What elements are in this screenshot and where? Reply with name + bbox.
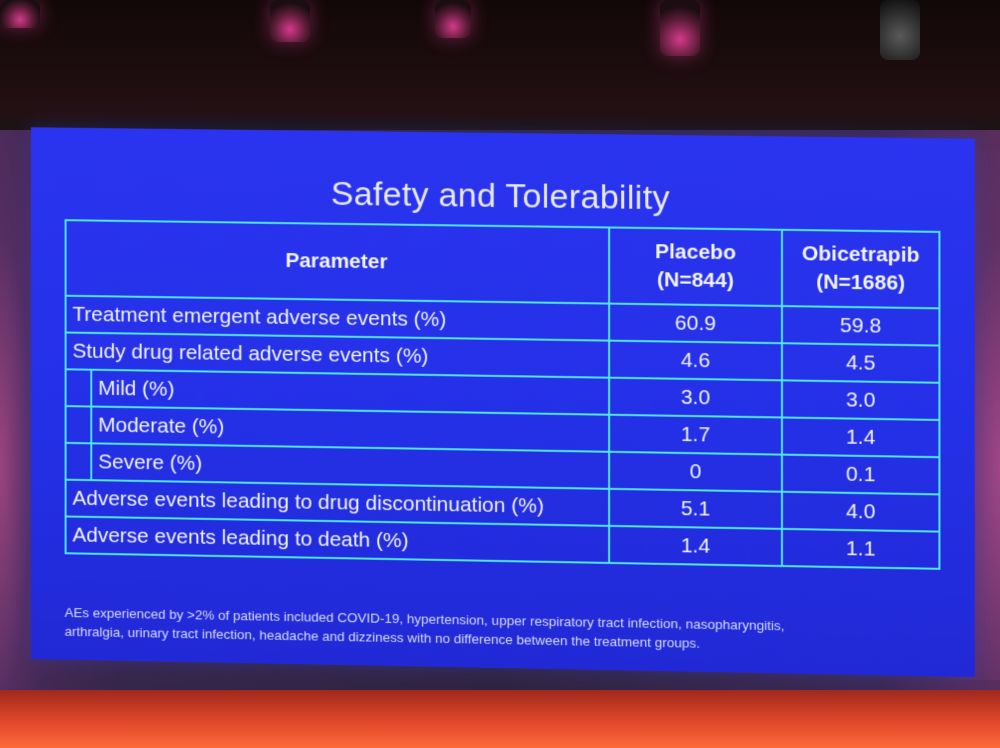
adverse-events-table: Parameter Placebo (N=844) Obicetrapib (N… (65, 219, 941, 570)
stage-floor-glow (0, 690, 1000, 748)
placebo-value: 0 (609, 451, 782, 492)
slide-footnote: AEs experienced by >2% of patients inclu… (65, 603, 941, 657)
placebo-value: 4.6 (609, 340, 782, 381)
stage-light (435, 0, 471, 38)
header-obicetrapib: Obicetrapib (N=1686) (781, 229, 940, 309)
obicetrapib-value: 4.5 (781, 343, 940, 383)
stage-light (880, 0, 920, 60)
obicetrapib-value: 59.8 (781, 306, 940, 346)
header-placebo-name: Placebo (654, 240, 736, 265)
ceiling (0, 0, 1000, 120)
indent-cell (65, 442, 92, 481)
indent-cell (65, 369, 92, 407)
header-obicetrapib-n: (N=1686) (816, 270, 906, 295)
obicetrapib-value: 0.1 (781, 454, 940, 495)
obicetrapib-value: 1.1 (781, 528, 940, 569)
stage-light (270, 0, 310, 42)
header-parameter: Parameter (65, 220, 610, 304)
placebo-value: 5.1 (609, 488, 782, 529)
header-placebo: Placebo (N=844) (609, 227, 782, 307)
header-obicetrapib-name: Obicetrapib (801, 242, 920, 267)
indent-cell (65, 406, 92, 444)
obicetrapib-value: 3.0 (781, 380, 940, 420)
stage-light (0, 0, 40, 28)
stage-light (660, 0, 700, 56)
placebo-value: 3.0 (609, 377, 782, 418)
header-placebo-n: (N=844) (657, 268, 734, 293)
obicetrapib-value: 4.0 (781, 491, 940, 532)
obicetrapib-value: 1.4 (781, 417, 940, 458)
placebo-value: 60.9 (609, 303, 782, 344)
slide-title: Safety and Tolerability (330, 174, 670, 218)
presentation-slide: Safety and Tolerability Parameter Placeb… (31, 127, 975, 678)
table-header-row: Parameter Placebo (N=844) Obicetrapib (N… (65, 220, 940, 309)
placebo-value: 1.4 (609, 525, 782, 567)
placebo-value: 1.7 (609, 414, 782, 455)
